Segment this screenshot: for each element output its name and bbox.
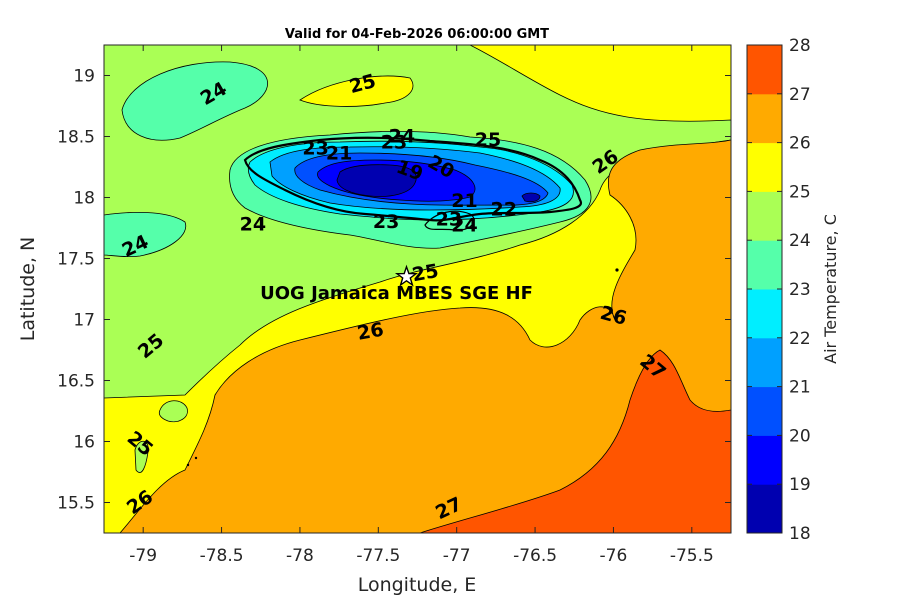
y-tick-label: 16.5 — [57, 372, 95, 392]
y-tick-label: 17 — [73, 311, 95, 331]
contour-label: 23 — [373, 211, 399, 233]
x-tick-label: -79 — [129, 546, 157, 566]
colorbar-segment — [747, 484, 782, 534]
site-label: UOG Jamaica MBES SGE HF — [260, 283, 533, 304]
band-23-24-north — [121, 61, 268, 141]
speck-c — [186, 463, 190, 467]
site-marker-group: UOG Jamaica MBES SGE HF — [260, 264, 533, 304]
colorbar-tick-label: 27 — [789, 85, 811, 105]
band-26-27 — [119, 139, 731, 533]
band-24-islet-b — [134, 440, 149, 473]
x-tick-label: -78 — [286, 546, 314, 566]
colorbar-tick-label: 19 — [789, 475, 811, 495]
site-star-marker — [394, 264, 419, 287]
x-tick-label: -77 — [443, 546, 471, 566]
colorbar-segment — [747, 435, 782, 485]
contour-label: 24 — [240, 213, 266, 235]
contour-label: 22 — [490, 199, 516, 221]
chart-title: Valid for 04-Feb-2026 06:00:00 GMT — [285, 27, 549, 42]
colorbar-tick-label: 28 — [789, 36, 811, 56]
speck-b — [194, 456, 198, 460]
band-24-islet-a — [158, 400, 188, 423]
contour-label: 21 — [326, 143, 352, 165]
y-tick-label: 16 — [73, 433, 95, 453]
colorbar-tick-label: 18 — [789, 524, 811, 544]
contour-label: 23 — [436, 208, 462, 230]
y-axis-label: Latitude, N — [17, 237, 39, 342]
y-tick-label: 15.5 — [57, 494, 95, 514]
colorbar-segment — [747, 142, 782, 192]
y-tick-label: 19 — [73, 67, 95, 87]
contour-label: 24 — [451, 215, 477, 237]
colorbar-segment — [747, 289, 782, 339]
speck-a — [615, 268, 619, 272]
temperature-field — [104, 45, 731, 533]
colorbar-segment — [747, 337, 782, 388]
y-tick-label: 18 — [73, 189, 95, 209]
colorbar-segment — [747, 240, 782, 290]
contour-label: 21 — [451, 190, 477, 212]
southern-rim — [424, 210, 475, 231]
contour-label: 24 — [389, 126, 415, 148]
y-tick-label: 18.5 — [57, 128, 95, 148]
y-tick-label: 17.5 — [57, 250, 95, 270]
jamaica-coastline — [243, 136, 583, 222]
colorbar-tick-label: 20 — [789, 426, 811, 446]
x-tick-label: -76 — [600, 546, 628, 566]
colorbar-segment — [747, 191, 782, 241]
colorbar-segment — [747, 93, 782, 144]
x-tick-label: -77.5 — [356, 546, 400, 566]
x-axis: -79 -78.5 -78 -77.5 -77 -76.5 -76 -75.5 — [129, 45, 714, 566]
colorbar-tick-label: 26 — [789, 134, 811, 154]
colorbar-segment — [747, 45, 782, 95]
band-25-pocket — [299, 75, 414, 107]
colorbar-tick-label: 23 — [789, 280, 811, 300]
band-19-east-cell — [521, 192, 541, 203]
colorbar-tick-label: 21 — [789, 378, 811, 398]
x-axis-label: Longitude, E — [358, 574, 477, 596]
contour-label: 26 — [356, 319, 386, 345]
colorbar-label: Air Temperature, C — [821, 214, 840, 364]
colorbar: 18 19 20 21 22 23 24 25 26 27 28 — [746, 36, 811, 544]
x-tick-label: -75.5 — [670, 546, 714, 566]
x-tick-label: -78.5 — [200, 546, 244, 566]
x-tick-label: -76.5 — [513, 546, 557, 566]
plot-frame — [103, 44, 732, 534]
y-axis: 15.5 16 16.5 17 17.5 18 18.5 19 — [57, 67, 731, 514]
contour-label: 23 — [302, 138, 328, 160]
colorbar-tick-label: 24 — [789, 231, 811, 251]
band-27-28 — [419, 349, 731, 533]
colorbar-tick-label: 22 — [789, 329, 811, 349]
colorbar-segment — [747, 386, 782, 436]
band-18-19 — [336, 164, 417, 197]
contour-label: 23 — [381, 132, 407, 154]
contour-label: 25 — [475, 129, 501, 151]
colorbar-tick-label: 25 — [789, 182, 811, 202]
band-23-24-west — [104, 212, 187, 258]
